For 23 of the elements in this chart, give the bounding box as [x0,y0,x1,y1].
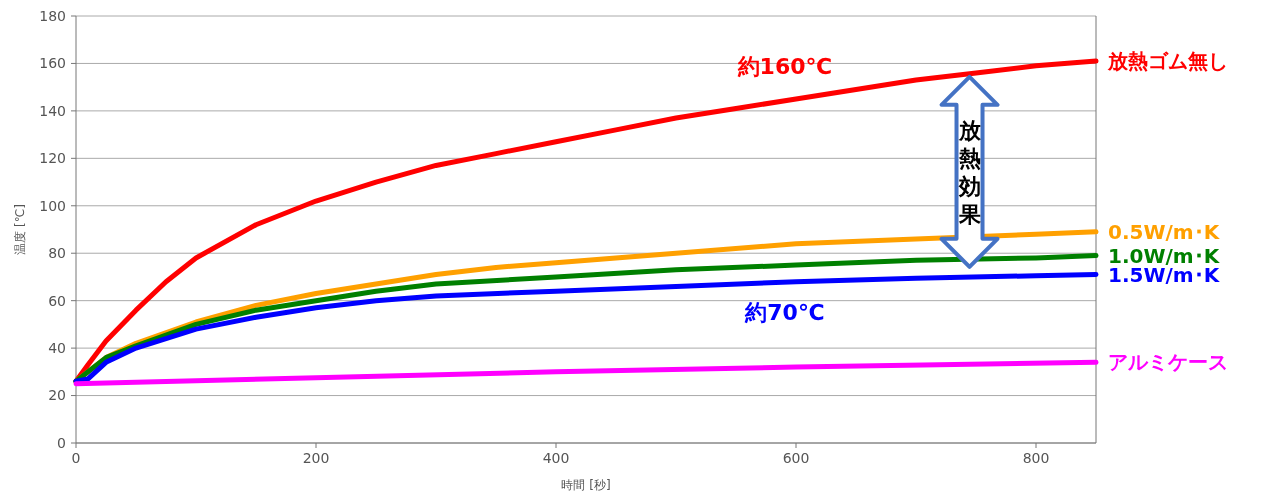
x-tick-label: 800 [1022,450,1050,466]
y-tick-label: 40 [48,340,66,357]
x-tick-label: 600 [782,450,810,466]
x-axis-title: 時間 [秒] [561,478,611,492]
y-tick-label: 0 [57,434,66,451]
annotation: 放熱効果 [957,117,982,227]
y-tick-label: 120 [39,150,66,167]
y-tick-label: 80 [48,245,66,262]
x-tick-label: 0 [71,450,81,466]
y-axis-title: 温度 [℃] [13,204,27,255]
series-label: アルミケース [1108,350,1228,375]
y-tick-label: 140 [39,102,66,119]
series-label: 放熱ゴム無し [1107,49,1228,74]
y-tick-label: 180 [39,7,66,24]
x-tick-label: 200 [302,450,330,466]
y-tick-label: 100 [39,197,66,214]
annotation: 約160℃ [736,54,833,80]
x-tick-label: 400 [542,450,570,466]
annotation: 約70℃ [744,300,825,326]
y-tick-label: 60 [48,292,66,309]
y-tick-label: 20 [48,387,66,404]
y-tick-label: 160 [39,55,66,72]
series-label: 0.5W/m･K [1108,219,1221,244]
